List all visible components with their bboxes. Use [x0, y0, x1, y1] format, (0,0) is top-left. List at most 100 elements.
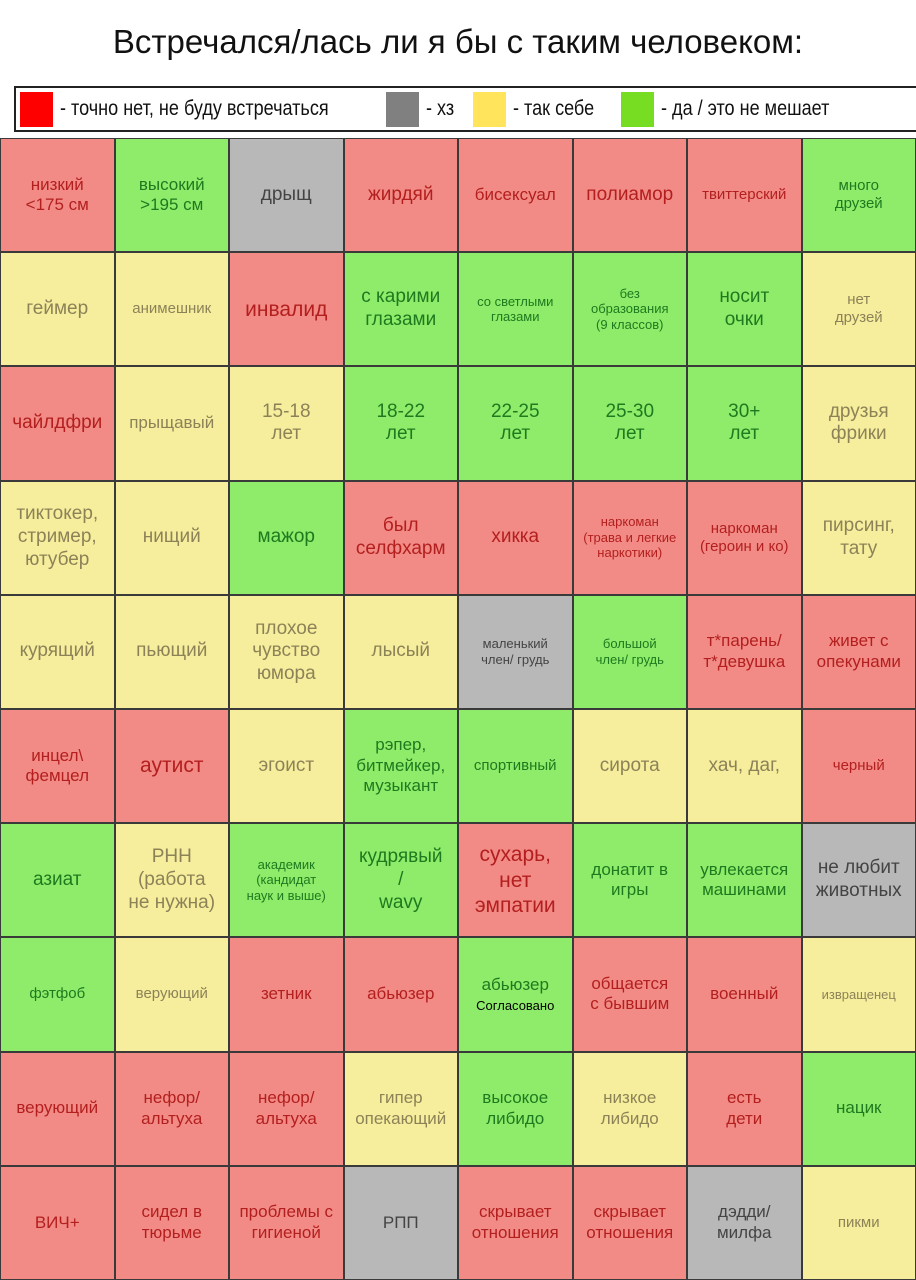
trait-label: пирсинг, тату: [822, 514, 895, 559]
trait-label: нацик: [835, 1098, 882, 1118]
trait-cell: 22-25 лет: [458, 366, 573, 481]
trait-label: бисексуал: [474, 184, 556, 204]
trait-cell: пьющий: [114, 594, 229, 709]
trait-label: извращенец: [821, 986, 896, 1002]
legend: - точно нет, не буду встречаться - хз - …: [14, 86, 916, 132]
trait-label: пьющий: [136, 640, 208, 662]
trait-cell: прыщавый: [114, 366, 229, 481]
trait-label: тиктокер, стример, ютубер: [16, 503, 99, 571]
page-title: Встречался/лась ли я бы с таким человеко…: [112, 23, 804, 60]
trait-label: есть дети: [726, 1088, 763, 1128]
trait-cell: друзья фрики: [801, 366, 916, 481]
trait-cell: живет с опекунами: [801, 594, 916, 709]
trait-label: 30+ лет: [728, 400, 761, 445]
trait-cell: скрывает отношения: [458, 1165, 573, 1280]
trait-cell: наркоман (героин и ко): [687, 480, 802, 595]
trait-cell: мажор: [229, 480, 344, 595]
trait-cell: без образования (9 классов): [572, 252, 687, 367]
trait-label: гипер опекающий: [355, 1088, 447, 1128]
trait-label: полиамор: [586, 183, 674, 205]
trait-cell: пирсинг, тату: [801, 480, 916, 595]
trait-label: академик (кандидат наук и выше): [246, 856, 326, 904]
legend-label-yes: - да / это не мешает: [661, 97, 830, 120]
trait-cell: 18-22 лет: [343, 366, 458, 481]
trait-label: живет с опекунами: [816, 631, 901, 671]
legend-label-no: - точно нет, не буду встречаться: [60, 97, 329, 120]
trait-cell: сидел в тюрьме: [114, 1165, 229, 1280]
trait-label: нефор/ альтуха: [141, 1088, 203, 1128]
trait-label: скрывает отношения: [471, 1202, 559, 1242]
trait-cell: проблемы с гигиеной: [229, 1165, 344, 1280]
trait-label: носит очки: [719, 286, 770, 331]
trait-label: 25-30 лет: [605, 400, 655, 445]
legend-item-no: - точно нет, не буду встречаться: [20, 91, 372, 127]
trait-label: 15-18 лет: [261, 400, 311, 445]
trait-label: был селфхарм: [355, 514, 446, 559]
trait-cell: фэтфоб: [0, 937, 115, 1052]
trait-label: инцел\ фемцел: [25, 745, 89, 786]
trait-cell: нефор/ альтуха: [114, 1051, 229, 1166]
trait-label: нет друзей: [834, 291, 883, 327]
trait-cell: хикка: [458, 480, 573, 595]
trait-label: высокое либидо: [482, 1088, 549, 1128]
trait-label: увлекается машинами: [700, 859, 789, 900]
trait-cell: академик (кандидат наук и выше): [229, 823, 344, 938]
trait-cell: ВИЧ+: [0, 1165, 115, 1280]
trait-cell: инцел\ фемцел: [0, 708, 115, 824]
legend-label-dunno: - хз: [426, 97, 455, 120]
trait-cell: 25-30 лет: [572, 366, 687, 481]
trait-cell: не любит животных: [801, 823, 916, 938]
trait-cell: много друзей: [801, 138, 916, 253]
trait-cell: инвалид: [229, 252, 344, 367]
trait-label: азиат: [32, 868, 82, 890]
trait-label: хикка: [491, 526, 540, 548]
trait-label: аутист: [140, 754, 204, 778]
trait-cell: тиктокер, стример, ютубер: [0, 480, 115, 595]
legend-item-yes: - да / это не мешает: [621, 91, 857, 127]
trait-cell: РПП: [343, 1165, 458, 1280]
trait-cell: скрывает отношения: [572, 1165, 687, 1280]
trait-cell: черный: [801, 708, 916, 824]
trait-label: прыщавый: [129, 413, 215, 433]
trait-cell: эгоист: [229, 708, 344, 824]
trait-label: нефор/ альтуха: [255, 1088, 317, 1128]
trait-note: Согласовано: [476, 997, 555, 1013]
legend-swatch-gray: [386, 91, 420, 127]
trait-cell: рэпер, битмейкер, музыкант: [343, 708, 458, 824]
trait-label: пикми: [837, 1213, 880, 1231]
trait-cell: гипер опекающий: [343, 1051, 458, 1166]
trait-cell: абьюзер: [343, 937, 458, 1052]
trait-cell: общается с бывшим: [572, 937, 687, 1052]
trait-label: 22-25 лет: [490, 400, 540, 445]
trait-label: абьюзер: [481, 975, 549, 995]
trait-label: т*парень/ т*девушка: [703, 631, 786, 671]
trait-label: донатит в игры: [591, 859, 669, 900]
trait-label: маленький член/ грудь: [481, 636, 550, 667]
trait-cell: с карими глазами: [343, 252, 458, 367]
trait-label: большой член/ грудь: [595, 636, 664, 667]
trait-cell: извращенец: [801, 937, 916, 1052]
trait-cell: со светлыми глазами: [458, 252, 573, 367]
trait-label: высокий >195 см: [138, 174, 205, 215]
trait-label: кудрявый / wavy: [359, 846, 443, 913]
trait-label: проблемы с гигиеной: [239, 1202, 334, 1242]
trait-cell: азиат: [0, 823, 115, 938]
trait-label: фэтфоб: [29, 985, 86, 1003]
trait-label: низкий <175 см: [25, 174, 89, 215]
trait-cell: аутист: [114, 708, 229, 824]
trait-label: анимешник: [132, 300, 212, 318]
trait-cell: верующий: [114, 937, 229, 1052]
trait-cell: сухарь, нет эмпатии: [458, 823, 573, 938]
trait-cell: есть дети: [687, 1051, 802, 1166]
trait-cell: плохое чувство юмора: [229, 594, 344, 709]
trait-label: чайлдфри: [12, 412, 103, 434]
trait-label: низкое либидо: [600, 1088, 659, 1128]
trait-label: лысый: [371, 640, 430, 662]
trait-cell: нацик: [801, 1051, 916, 1166]
trait-cell: РНН (работа не нужна): [114, 823, 229, 938]
legend-item-meh: - так себе: [473, 91, 607, 127]
trait-label: друзья фрики: [828, 400, 889, 445]
trait-label: мажор: [257, 526, 315, 548]
trait-label: наркоман (героин и ко): [699, 519, 789, 555]
legend-swatch-green: [621, 91, 655, 127]
